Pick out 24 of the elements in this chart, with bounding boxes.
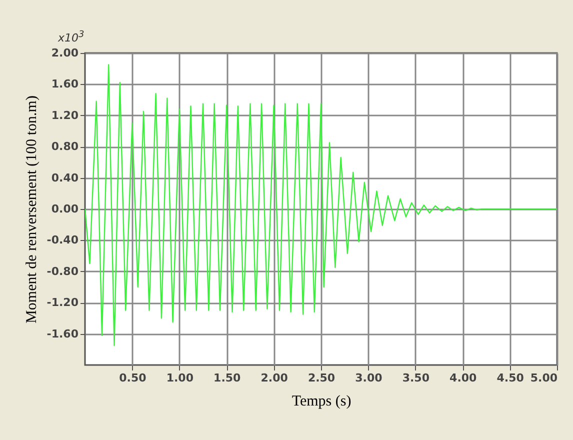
x-tick-label: 3.50 (402, 372, 430, 384)
x-axis-title: Temps (s) (292, 394, 352, 410)
y-tick-label: 0.40 (51, 171, 79, 184)
x-tick-label: 2.00 (260, 372, 288, 384)
x-tick-label: 2.50 (308, 372, 336, 384)
y-tick-label: -0.40 (46, 234, 79, 247)
y-tick-label: -0.80 (46, 264, 79, 278)
line-series (85, 64, 557, 346)
y-tick-label: 2.00 (51, 46, 79, 60)
y-tick-label: 1.60 (51, 78, 79, 91)
y-tick-label: 0.80 (51, 140, 79, 154)
x-tick-label: 1.50 (214, 372, 242, 384)
x-tick-label: 4.50 (496, 372, 524, 384)
x-tick-label: 0.50 (119, 372, 147, 384)
x-tick-label: 5.00 (530, 372, 558, 384)
x-tick-label: 4.00 (450, 372, 478, 384)
y-tick-label: -1.20 (46, 296, 79, 310)
y-tick-label: -1.60 (46, 327, 79, 340)
y-tick-label: 0.00 (51, 202, 79, 216)
y-axis-title: Moment de renversement (100 ton.m) (24, 96, 40, 324)
x-tick-label: 3.00 (355, 372, 383, 384)
text: x10$^{3}$ (58, 30, 84, 45)
x-tick-label: 1.00 (166, 372, 194, 384)
y-tick-label: 1.20 (51, 108, 79, 122)
